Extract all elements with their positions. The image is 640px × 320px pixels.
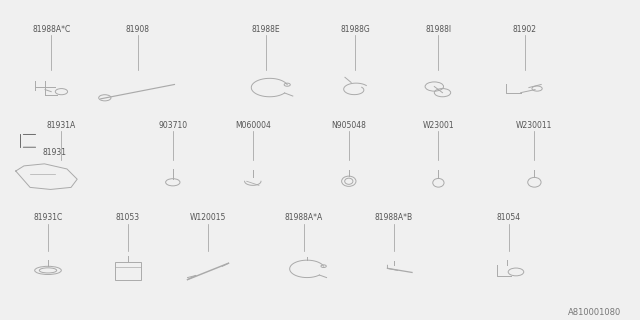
Text: 81988I: 81988I [426, 25, 451, 34]
Text: 81988E: 81988E [252, 25, 280, 34]
Text: A810001080: A810001080 [568, 308, 621, 317]
Bar [115, 262, 141, 280]
Text: 81988A*C: 81988A*C [32, 25, 70, 34]
Text: W120015: W120015 [190, 213, 226, 222]
Text: 81931: 81931 [42, 148, 67, 157]
Text: W23001: W23001 [422, 121, 454, 130]
Text: 81931A: 81931A [46, 121, 76, 130]
Text: M060004: M060004 [235, 121, 271, 130]
Text: 81988A*A: 81988A*A [285, 213, 323, 222]
Text: 81053: 81053 [116, 213, 140, 222]
Text: 81931C: 81931C [33, 213, 63, 222]
Text: 81054: 81054 [497, 213, 521, 222]
Text: 903710: 903710 [158, 121, 188, 130]
Text: W230011: W230011 [516, 121, 552, 130]
Text: N905048: N905048 [332, 121, 366, 130]
Text: 81902: 81902 [513, 25, 537, 34]
Text: 81988A*B: 81988A*B [374, 213, 413, 222]
Text: 81908: 81908 [125, 25, 150, 34]
Text: 81988G: 81988G [340, 25, 370, 34]
